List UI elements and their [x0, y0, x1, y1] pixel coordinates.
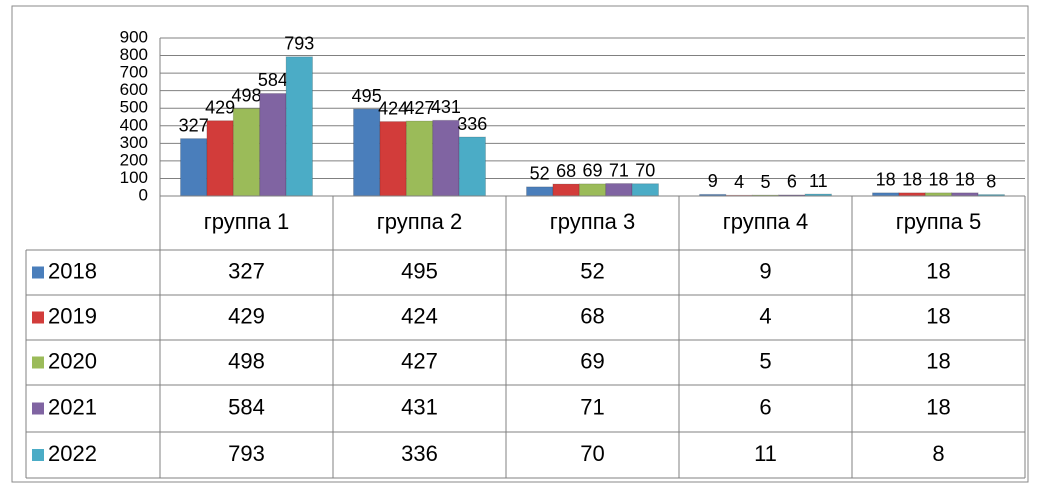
y-tick-label: 600 [120, 80, 148, 99]
data-label: 8 [986, 171, 996, 191]
y-tick-label: 400 [120, 115, 148, 134]
bar [259, 92, 287, 197]
data-label: 336 [457, 114, 487, 134]
bar [206, 120, 234, 197]
table-value: 4 [759, 303, 771, 328]
legend-key [32, 449, 44, 461]
legend-key [32, 402, 44, 415]
legend-label: 2019 [48, 303, 97, 328]
legend-label: 2020 [48, 348, 97, 373]
y-tick-label: 900 [120, 27, 148, 46]
data-label: 70 [635, 160, 655, 180]
data-label: 5 [760, 172, 770, 192]
table-value: 68 [580, 303, 604, 328]
table-value: 431 [401, 394, 438, 419]
bar [631, 183, 659, 197]
data-label: 71 [609, 160, 629, 180]
table-value: 429 [228, 303, 265, 328]
legend-label: 2021 [48, 394, 97, 419]
chart-frame [11, 5, 1029, 483]
data-label: 495 [352, 86, 382, 106]
legend-label: 2022 [48, 441, 97, 466]
data-label: 18 [928, 170, 948, 190]
table-value: 9 [759, 258, 771, 283]
x-tick-label: группа 2 [377, 209, 462, 234]
data-label: 18 [955, 170, 975, 190]
x-tick-label: группа 5 [896, 209, 981, 234]
data-label: 69 [582, 161, 602, 181]
bar [379, 121, 407, 197]
data-label: 498 [231, 85, 261, 105]
data-label: 429 [205, 97, 235, 117]
legend-key [32, 266, 44, 279]
data-label: 4 [734, 172, 744, 192]
table-value: 336 [401, 441, 438, 466]
table-value: 424 [401, 303, 438, 328]
table-value: 52 [580, 258, 604, 283]
bar [552, 183, 580, 197]
table-value: 427 [401, 348, 438, 373]
data-label: 18 [876, 170, 896, 190]
data-label: 6 [787, 172, 797, 192]
table-value: 6 [759, 394, 771, 419]
bar [232, 108, 261, 197]
x-tick-label: группа 1 [204, 209, 289, 234]
bar [353, 108, 381, 197]
x-tick-label: группа 3 [550, 209, 635, 234]
y-tick-label: 200 [120, 150, 148, 169]
y-tick-label: 800 [120, 45, 148, 64]
bar [458, 136, 487, 197]
data-label: 68 [556, 161, 576, 181]
data-label: 327 [179, 115, 209, 135]
data-label: 18 [902, 170, 922, 190]
bar [180, 138, 208, 197]
y-tick-label: 300 [120, 133, 148, 152]
data-label: 793 [284, 34, 314, 54]
table-value: 793 [228, 441, 265, 466]
table-value: 70 [580, 441, 604, 466]
bar [405, 120, 434, 197]
x-tick-label: группа 4 [723, 209, 808, 234]
bar [605, 183, 633, 197]
table-value: 584 [228, 394, 265, 419]
table-value: 495 [401, 258, 438, 283]
data-label: 9 [708, 171, 718, 191]
table-value: 18 [926, 394, 950, 419]
table-value: 18 [926, 258, 950, 283]
data-label: 11 [809, 171, 828, 191]
table-value: 71 [580, 394, 604, 419]
y-tick-label: 700 [120, 63, 148, 82]
data-label: 431 [431, 97, 461, 117]
data-label: 52 [530, 164, 550, 184]
table-value: 18 [926, 303, 950, 328]
table-value: 498 [228, 348, 265, 373]
bar [526, 186, 554, 197]
table-value: 8 [932, 441, 944, 466]
bar [285, 56, 314, 197]
data-label: 584 [258, 70, 288, 90]
y-tick-label: 100 [120, 168, 148, 187]
table-value: 11 [754, 441, 777, 466]
data-label: 427 [404, 98, 434, 118]
legend-label: 2018 [48, 258, 97, 283]
y-tick-label: 500 [120, 98, 148, 117]
data-label: 424 [378, 98, 408, 118]
table-value: 327 [228, 258, 265, 283]
legend-key [32, 311, 44, 324]
table-value: 18 [926, 348, 950, 373]
bar [578, 183, 607, 197]
y-tick-label: 0 [139, 185, 148, 204]
table-value: 69 [580, 348, 604, 373]
legend-key [32, 356, 44, 369]
table-value: 5 [759, 348, 771, 373]
bar [432, 119, 460, 197]
